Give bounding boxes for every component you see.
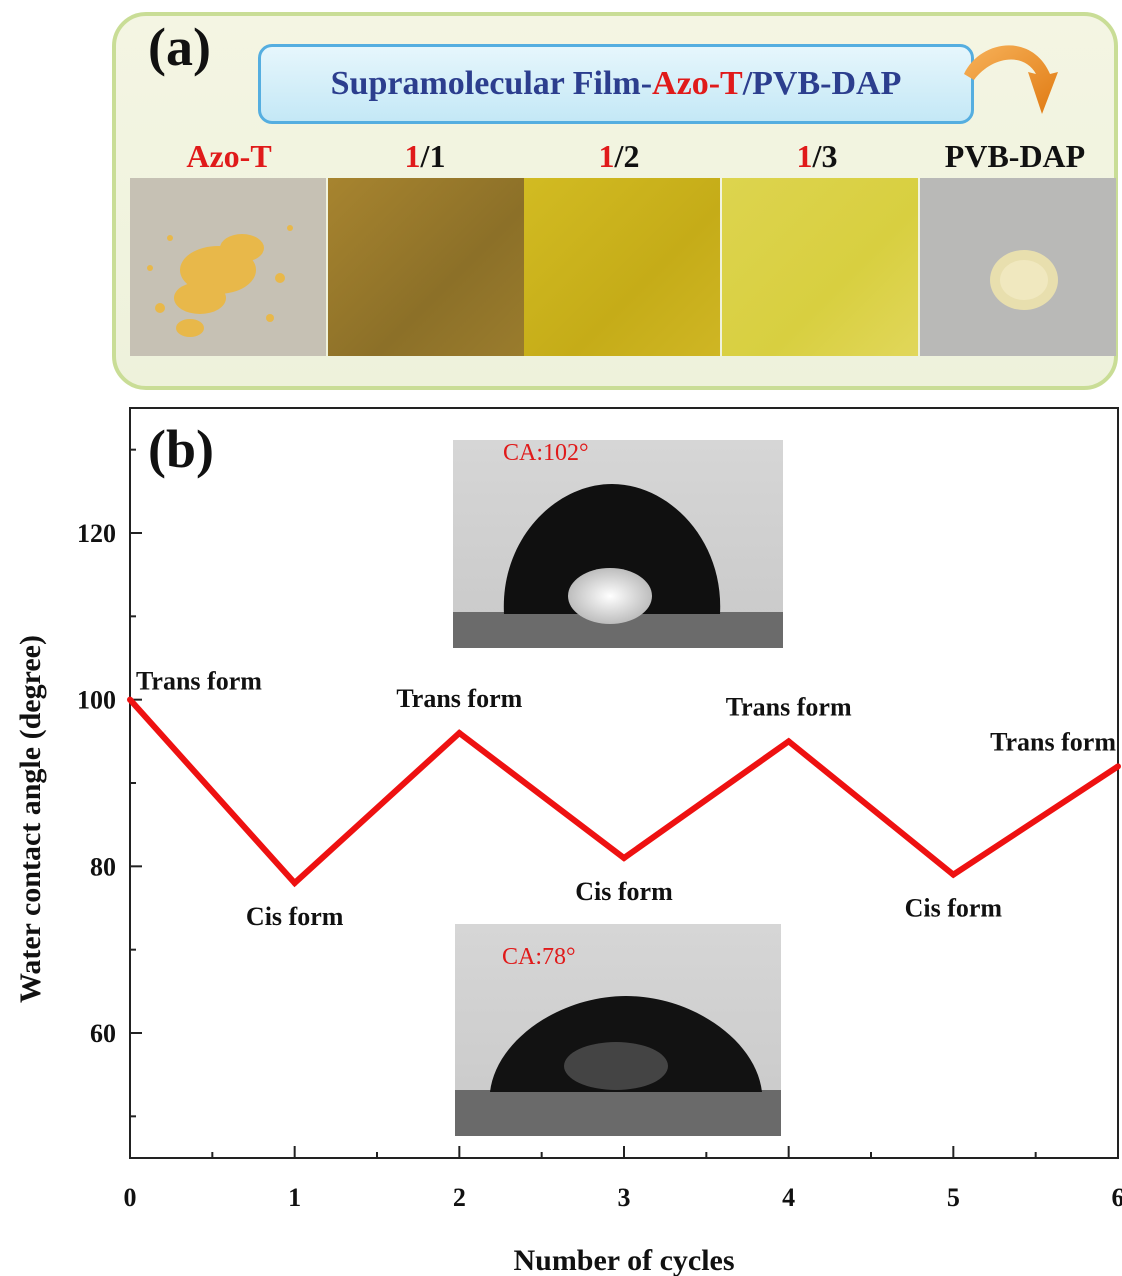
droplet-inset-bottom: CA:78°	[455, 924, 781, 1136]
x-tick-label: 1	[288, 1183, 301, 1212]
x-tick-label: 4	[782, 1183, 795, 1212]
sample-label-azo-t: Azo-T	[186, 138, 272, 174]
sample-label-1-1: 1/1	[404, 138, 446, 174]
title-part-3: /PVB-DAP	[742, 65, 902, 102]
point-annotation: Trans form	[136, 667, 262, 696]
film-title-box: Supramolecular Film- Azo-T/PVB-DAP	[258, 44, 974, 124]
x-tick-label: 2	[453, 1183, 466, 1212]
droplet-inset-top: CA:102°	[453, 440, 783, 648]
y-tick-label: 60	[90, 1019, 116, 1048]
point-annotation: Cis form	[246, 902, 344, 931]
point-annotation: Trans form	[990, 727, 1116, 756]
point-annotation: Cis form	[575, 877, 673, 906]
point-annotation: Trans form	[396, 684, 522, 713]
title-part-1: Supramolecular Film-	[330, 65, 653, 102]
sample-label-1-3: 1/3	[796, 138, 838, 174]
point-annotation: Cis form	[905, 894, 1003, 923]
x-axis-title: Number of cycles	[513, 1244, 734, 1276]
x-tick-label: 0	[124, 1183, 137, 1212]
sample-photo-1-2	[524, 178, 720, 356]
title-part-2: Azo-T	[652, 65, 743, 102]
curved-arrow-icon	[964, 45, 1058, 114]
inset-bottom-label: CA:78°	[502, 944, 576, 970]
sample-label-pvb-dap: PVB-DAP	[944, 138, 1086, 174]
data-point	[950, 871, 957, 878]
sample-photo-1-1	[328, 178, 524, 356]
sample-photo-azo-t	[130, 178, 326, 356]
data-point	[456, 730, 463, 736]
panel-b-letter: (b)	[148, 419, 214, 479]
data-point	[621, 855, 627, 861]
data-point	[1115, 763, 1121, 770]
x-tick-label: 3	[618, 1183, 631, 1212]
y-tick-label: 120	[77, 519, 116, 548]
y-tick-label: 100	[77, 686, 116, 715]
y-axis-title: Water contact angle (degree)	[14, 635, 47, 1003]
point-annotation: Trans form	[726, 692, 852, 721]
data-point	[127, 696, 133, 703]
sample-label-1-2: 1/2	[598, 138, 640, 174]
x-tick-label: 6	[1112, 1183, 1122, 1212]
sample-photo-1-3	[722, 178, 918, 356]
sample-photo-pvb-dap	[920, 178, 1116, 356]
data-point	[291, 880, 298, 886]
x-tick-label: 5	[947, 1183, 960, 1212]
y-tick-label: 80	[90, 852, 116, 881]
panel-a-letter: (a)	[148, 17, 211, 77]
inset-top-label: CA:102°	[503, 440, 589, 466]
data-point	[785, 738, 792, 745]
